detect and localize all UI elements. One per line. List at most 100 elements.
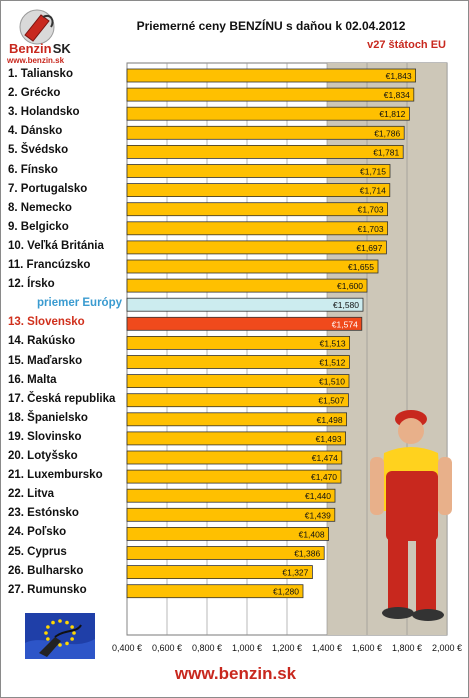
category-label: 2. Grécko [8,87,61,100]
category-label: 7. Portugalsko [8,182,88,195]
flag-star [58,643,62,647]
mascot-worker-icon [370,410,452,621]
category-label: 26. Bulharsko [8,564,84,577]
x-tick-label: 1,800 € [392,643,422,653]
x-tick-label: 0,600 € [152,643,182,653]
flag-star [58,619,62,623]
flag-star [46,637,50,641]
category-label: 16. Malta [8,373,57,386]
category-label: 9. Belgicko [8,220,69,233]
category-label: 18. Španielsko [8,411,88,424]
bar-value-label: €1,714 [360,186,386,196]
bar [126,546,325,560]
bar [126,278,368,293]
bar [126,374,350,389]
bar-value-label: €1,781 [373,147,399,157]
category-label: 19. Slovinsko [8,430,82,443]
bar-value-label: €1,843 [386,71,412,81]
bar-value-label: €1,280 [273,587,299,597]
bar-value-label: €1,834 [384,90,410,100]
bar-chart: 0,400 € 0,600 € 0,800 € 1,000 € 1,200 € 1,400… [112,62,462,653]
category-label: 25. Cyprus [8,545,67,558]
bar-value-label: €1,600 [337,281,363,291]
chart-subtitle: v27 štátoch EU [367,39,446,51]
bar-value-label: €1,703 [358,205,384,215]
bar [126,144,404,159]
category-label: 5. Švédsko [8,144,69,157]
category-label: 3. Holandsko [8,106,80,119]
bar [126,412,348,427]
benzin-logo-icon [19,9,55,45]
x-tick-label: 1,600 € [352,643,382,653]
bar [126,469,342,484]
bar [126,125,405,140]
bar-value-label: €1,513 [320,338,346,348]
category-label: 20. Lotyšsko [8,450,78,462]
bar [126,507,336,522]
bar-value-label: €1,715 [360,167,386,177]
bar [126,221,389,236]
logo-text: Benzin SK [9,41,71,56]
category-label: 8. Nemecko [8,201,72,214]
category-label: 13. Slovensko [8,316,85,329]
bar-value-label: €1,512 [319,358,345,368]
flag-star [44,631,48,635]
bar [126,431,347,446]
category-label: 14. Rakúsko [8,335,76,348]
bar [126,565,313,579]
x-tick-label: 1,400 € [312,643,342,653]
category-label: 6. Fínsko [8,163,58,176]
bar [126,355,350,369]
bar-value-label: €1,786 [374,128,400,138]
category-label: 27. Rumunsko [8,583,87,596]
bar-value-label: €1,580 [333,300,359,310]
category-label: 17. Česká republika [8,392,116,405]
category-label: 24. Poľsko [8,526,67,539]
bar-value-label: €1,440 [305,491,331,501]
category-label: 23. Estónsko [8,507,79,520]
bar-value-label: €1,470 [311,472,337,482]
flag-star [51,620,55,625]
bar-value-label: €1,507 [318,396,344,406]
category-label: 15. Maďarsko [8,354,83,367]
x-tick-label: 0,800 € [192,643,222,653]
bar [126,106,410,121]
category-label: 4. Dánsko [8,125,63,138]
bar [126,240,387,255]
bar-value-label: €1,574 [332,319,358,329]
flag-star [65,620,69,625]
bar-value-label: €1,812 [379,109,405,119]
footer-url: www.benzin.sk [174,664,297,683]
category-label: 12. Írsko [8,278,55,291]
x-tick-label: 1,000 € [232,643,262,653]
bar-value-label: €1,510 [319,377,345,387]
bar [126,335,351,350]
bar [126,584,304,599]
category-label: 1. Taliansko [8,68,73,80]
chart-title: Priemerné ceny BENZÍNU s daňou k 02.04.2… [136,19,406,33]
flag-star [72,631,76,635]
bar [126,393,349,408]
bar-value-label: €1,439 [305,510,331,520]
bar-value-label: €1,327 [282,568,308,578]
flag-star [70,637,74,641]
eu-flag-icon [25,613,95,659]
bar-value-label: €1,703 [358,224,384,234]
flag-star [46,625,50,629]
bar-value-label: €1,697 [356,243,382,253]
category-label: 21. Luxembursko [8,469,103,482]
x-tick-label: 1,200 € [272,643,302,653]
logo-url: www.benzin.sk [7,56,65,65]
bar-value-label: €1,474 [312,453,338,463]
bar-value-label: €1,386 [294,549,320,559]
category-label: priemer Európy [37,297,122,310]
bar-value-label: €1,408 [299,529,325,539]
bar [126,297,364,312]
bar [126,87,415,102]
bar-value-label: €1,498 [317,415,343,425]
x-tick-label: 0,400 € [112,643,142,653]
bar-value-label: €1,493 [316,434,342,444]
bar [126,202,389,217]
bar [126,527,330,541]
